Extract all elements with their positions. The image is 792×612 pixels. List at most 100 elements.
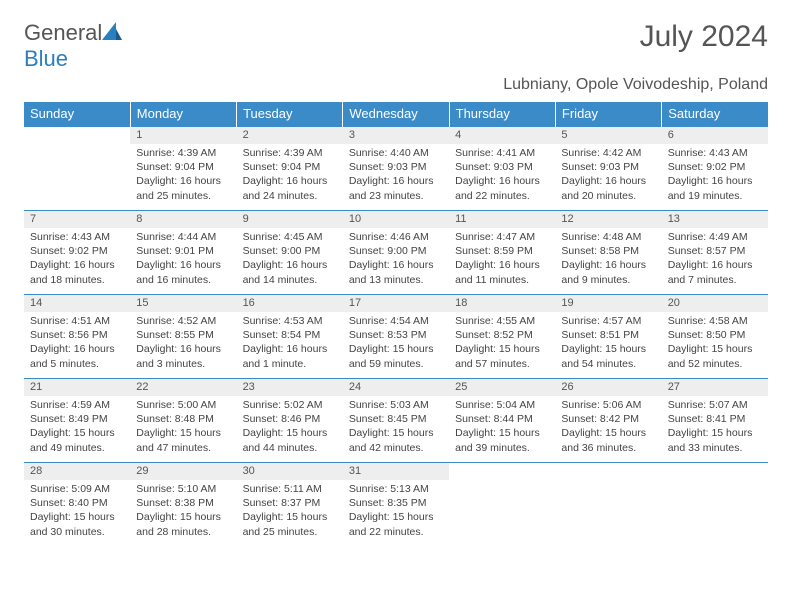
- day-content-cell: Sunrise: 4:55 AMSunset: 8:52 PMDaylight:…: [449, 312, 555, 378]
- location-label: Lubniany, Opole Voivodeship, Poland: [24, 76, 768, 94]
- sunset-line: Sunset: 8:35 PM: [349, 496, 443, 510]
- daylight-line: Daylight: 16 hours and 13 minutes.: [349, 258, 443, 286]
- day-number-cell: 3: [343, 126, 449, 144]
- daylight-line: Daylight: 15 hours and 54 minutes.: [561, 342, 655, 370]
- day-number-cell: 25: [449, 378, 555, 396]
- sunrise-line: Sunrise: 5:03 AM: [349, 398, 443, 412]
- day-content-cell: Sunrise: 4:45 AMSunset: 9:00 PMDaylight:…: [237, 228, 343, 294]
- sunset-line: Sunset: 8:44 PM: [455, 412, 549, 426]
- day-number-cell: 18: [449, 294, 555, 312]
- day-number-cell: 26: [555, 378, 661, 396]
- day-content-cell: [24, 144, 130, 210]
- sunrise-line: Sunrise: 5:09 AM: [30, 482, 124, 496]
- day-number-cell: 31: [343, 462, 449, 480]
- day-content-cell: Sunrise: 5:04 AMSunset: 8:44 PMDaylight:…: [449, 396, 555, 462]
- daylight-line: Daylight: 15 hours and 49 minutes.: [30, 426, 124, 454]
- calendar-table: Sunday Monday Tuesday Wednesday Thursday…: [24, 102, 768, 546]
- sunrise-line: Sunrise: 4:45 AM: [243, 230, 337, 244]
- logo-text: General Blue: [24, 20, 122, 72]
- day-content-cell: [449, 480, 555, 546]
- sunrise-line: Sunrise: 4:54 AM: [349, 314, 443, 328]
- day-content-row: Sunrise: 4:59 AMSunset: 8:49 PMDaylight:…: [24, 396, 768, 462]
- daylight-line: Daylight: 15 hours and 39 minutes.: [455, 426, 549, 454]
- logo-word-1: General: [24, 20, 102, 45]
- day-content-cell: Sunrise: 4:54 AMSunset: 8:53 PMDaylight:…: [343, 312, 449, 378]
- daylight-line: Daylight: 16 hours and 24 minutes.: [243, 174, 337, 202]
- day-number-row: 14151617181920: [24, 294, 768, 312]
- sunrise-line: Sunrise: 4:55 AM: [455, 314, 549, 328]
- day-content-row: Sunrise: 4:39 AMSunset: 9:04 PMDaylight:…: [24, 144, 768, 210]
- sunrise-line: Sunrise: 5:10 AM: [136, 482, 230, 496]
- day-content-cell: Sunrise: 5:13 AMSunset: 8:35 PMDaylight:…: [343, 480, 449, 546]
- weekday-header: Wednesday: [343, 102, 449, 126]
- sunset-line: Sunset: 9:02 PM: [668, 160, 762, 174]
- sunrise-line: Sunrise: 5:02 AM: [243, 398, 337, 412]
- day-number-cell: 8: [130, 210, 236, 228]
- calendar-body: 123456Sunrise: 4:39 AMSunset: 9:04 PMDay…: [24, 126, 768, 546]
- day-content-cell: Sunrise: 5:11 AMSunset: 8:37 PMDaylight:…: [237, 480, 343, 546]
- day-number-cell: [662, 462, 768, 480]
- sunrise-line: Sunrise: 4:39 AM: [136, 146, 230, 160]
- logo-triangle-icon: [102, 22, 122, 40]
- daylight-line: Daylight: 15 hours and 22 minutes.: [349, 510, 443, 538]
- sunrise-line: Sunrise: 5:00 AM: [136, 398, 230, 412]
- day-number-cell: 21: [24, 378, 130, 396]
- daylight-line: Daylight: 16 hours and 23 minutes.: [349, 174, 443, 202]
- day-content-cell: Sunrise: 5:09 AMSunset: 8:40 PMDaylight:…: [24, 480, 130, 546]
- day-content-cell: Sunrise: 4:46 AMSunset: 9:00 PMDaylight:…: [343, 228, 449, 294]
- day-content-cell: [555, 480, 661, 546]
- day-number-cell: 7: [24, 210, 130, 228]
- day-number-cell: 6: [662, 126, 768, 144]
- weekday-header-row: Sunday Monday Tuesday Wednesday Thursday…: [24, 102, 768, 126]
- page-header: General Blue July 2024: [24, 20, 768, 72]
- sunset-line: Sunset: 8:46 PM: [243, 412, 337, 426]
- sunset-line: Sunset: 9:03 PM: [561, 160, 655, 174]
- day-content-cell: Sunrise: 4:59 AMSunset: 8:49 PMDaylight:…: [24, 396, 130, 462]
- daylight-line: Daylight: 15 hours and 36 minutes.: [561, 426, 655, 454]
- daylight-line: Daylight: 15 hours and 33 minutes.: [668, 426, 762, 454]
- day-content-cell: Sunrise: 5:00 AMSunset: 8:48 PMDaylight:…: [130, 396, 236, 462]
- daylight-line: Daylight: 16 hours and 19 minutes.: [668, 174, 762, 202]
- sunrise-line: Sunrise: 4:43 AM: [668, 146, 762, 160]
- sunset-line: Sunset: 9:02 PM: [30, 244, 124, 258]
- day-content-cell: Sunrise: 4:47 AMSunset: 8:59 PMDaylight:…: [449, 228, 555, 294]
- day-number-cell: 14: [24, 294, 130, 312]
- sunrise-line: Sunrise: 4:53 AM: [243, 314, 337, 328]
- daylight-line: Daylight: 15 hours and 44 minutes.: [243, 426, 337, 454]
- weekday-header: Sunday: [24, 102, 130, 126]
- daylight-line: Daylight: 16 hours and 9 minutes.: [561, 258, 655, 286]
- day-content-cell: Sunrise: 5:02 AMSunset: 8:46 PMDaylight:…: [237, 396, 343, 462]
- daylight-line: Daylight: 15 hours and 52 minutes.: [668, 342, 762, 370]
- logo-word-2: Blue: [24, 46, 68, 71]
- month-title: July 2024: [640, 20, 768, 54]
- day-content-cell: Sunrise: 4:48 AMSunset: 8:58 PMDaylight:…: [555, 228, 661, 294]
- sunset-line: Sunset: 8:55 PM: [136, 328, 230, 342]
- daylight-line: Daylight: 16 hours and 7 minutes.: [668, 258, 762, 286]
- sunset-line: Sunset: 8:53 PM: [349, 328, 443, 342]
- day-number-cell: 22: [130, 378, 236, 396]
- day-number-cell: 20: [662, 294, 768, 312]
- daylight-line: Daylight: 15 hours and 47 minutes.: [136, 426, 230, 454]
- sunset-line: Sunset: 8:57 PM: [668, 244, 762, 258]
- daylight-line: Daylight: 16 hours and 11 minutes.: [455, 258, 549, 286]
- daylight-line: Daylight: 16 hours and 25 minutes.: [136, 174, 230, 202]
- daylight-line: Daylight: 16 hours and 16 minutes.: [136, 258, 230, 286]
- sunrise-line: Sunrise: 5:04 AM: [455, 398, 549, 412]
- sunset-line: Sunset: 9:03 PM: [349, 160, 443, 174]
- day-content-cell: Sunrise: 4:58 AMSunset: 8:50 PMDaylight:…: [662, 312, 768, 378]
- day-content-row: Sunrise: 4:43 AMSunset: 9:02 PMDaylight:…: [24, 228, 768, 294]
- day-number-cell: 27: [662, 378, 768, 396]
- daylight-line: Daylight: 15 hours and 30 minutes.: [30, 510, 124, 538]
- day-number-cell: 10: [343, 210, 449, 228]
- sunrise-line: Sunrise: 4:47 AM: [455, 230, 549, 244]
- sunrise-line: Sunrise: 5:11 AM: [243, 482, 337, 496]
- daylight-line: Daylight: 15 hours and 42 minutes.: [349, 426, 443, 454]
- daylight-line: Daylight: 15 hours and 28 minutes.: [136, 510, 230, 538]
- sunset-line: Sunset: 8:42 PM: [561, 412, 655, 426]
- sunrise-line: Sunrise: 4:49 AM: [668, 230, 762, 244]
- day-content-cell: Sunrise: 5:07 AMSunset: 8:41 PMDaylight:…: [662, 396, 768, 462]
- sunrise-line: Sunrise: 5:06 AM: [561, 398, 655, 412]
- daylight-line: Daylight: 16 hours and 20 minutes.: [561, 174, 655, 202]
- logo: General Blue: [24, 20, 122, 72]
- day-content-cell: Sunrise: 4:52 AMSunset: 8:55 PMDaylight:…: [130, 312, 236, 378]
